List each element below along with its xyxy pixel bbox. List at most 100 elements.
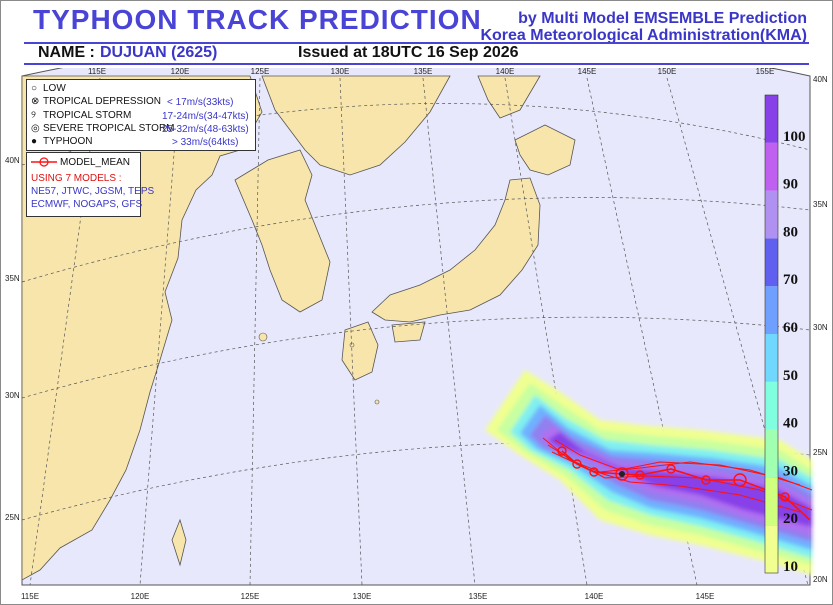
colorbar-segment: [765, 334, 778, 382]
track-point: [557, 446, 567, 456]
name-label: NAME :: [38, 44, 95, 61]
lon-label-bottom: 140E: [585, 592, 604, 601]
typhoon-icon: ●: [31, 136, 38, 147]
legend-row-sts: ◎ SEVERE TROPICAL STORM: [31, 123, 175, 134]
lat-label-right: 40N: [813, 75, 828, 84]
colorbar-segment: [765, 190, 778, 239]
lat-label-right: 30N: [813, 323, 828, 332]
colorbar-segment: [765, 477, 778, 526]
land-island: [349, 342, 355, 348]
model-mean-track: [561, 450, 811, 521]
lon-label-bottom: 145E: [696, 592, 715, 601]
threshold-ts: 17-24m/s(34-47kts): [162, 111, 249, 122]
model-legend: MODEL_MEAN USING 7 MODELS : NE57, JTWC, …: [26, 152, 154, 217]
lon-label-bottom: 115E: [21, 592, 39, 601]
track-point: [572, 459, 582, 469]
lon-label-top: 150E: [658, 68, 677, 76]
source-line-1: by Multi Model EMSEMBLE Prediction: [518, 10, 807, 27]
land-taiwan: [171, 518, 187, 567]
models-line-1: NE57, JTWC, JGSM, TEPS: [31, 186, 155, 197]
lon-label-top: 135E: [414, 68, 433, 76]
tropical-storm-icon: ୨: [31, 110, 36, 121]
lon-label-top: 130E: [331, 68, 350, 76]
land-honshu: [371, 177, 541, 323]
colorbar-segment: [765, 238, 778, 287]
colorbar-tick: 30: [783, 463, 798, 479]
land-island: [258, 332, 268, 342]
colorbar-segment: [765, 525, 778, 573]
model-mean-points: [557, 446, 790, 502]
lon-label-top: 155E: [756, 68, 775, 76]
colorbar-tick: 20: [783, 511, 798, 527]
track-point: [701, 475, 711, 485]
track-point: [635, 470, 645, 480]
track-point: [589, 467, 599, 477]
lon-label-top: 125E: [251, 68, 270, 76]
land-shikoku: [391, 321, 426, 343]
legend-row-td: ⊗ TROPICAL DEPRESSION: [31, 96, 161, 107]
issued-time: Issued at 18UTC 16 Sep 2026: [298, 44, 519, 61]
track-point: [666, 464, 676, 474]
land-russia: [261, 75, 451, 176]
track-point: [615, 467, 629, 481]
model-mean-label: MODEL_MEAN: [60, 157, 131, 168]
lat-label-right: 35N: [813, 200, 828, 209]
header-rule-bottom: [24, 63, 809, 65]
land-island: [374, 399, 380, 405]
colorbar-tick: 60: [783, 320, 798, 336]
intensity-legend: ○ LOW ⊗ TROPICAL DEPRESSION ୨ TROPICAL STOR…: [26, 79, 256, 151]
colorbar-tick: 100: [783, 129, 806, 145]
colorbar-segment: [765, 429, 778, 478]
track-point: [780, 492, 790, 502]
low-icon: ○: [31, 83, 38, 94]
page-title: TYPHOON TRACK PREDICTION: [33, 4, 482, 35]
model-mean-icon: [31, 157, 57, 167]
current-position-icon: [619, 471, 625, 477]
colorbar-tick: 80: [783, 224, 798, 240]
using-models-label: USING 7 MODELS :: [31, 173, 122, 184]
threshold-td: < 17m/s(33kts): [167, 97, 234, 108]
legend-row-low: ○ LOW: [31, 83, 66, 94]
colorbar-outline: [764, 94, 779, 574]
lat-label-left: 40N: [5, 156, 20, 165]
colorbar-tick: 10: [783, 559, 798, 575]
lat-label-left: 25N: [5, 513, 20, 522]
colorbar-tick: 70: [783, 272, 798, 288]
lon-label-bottom: 135E: [469, 592, 488, 601]
source-line-2: Korea Meteorological Administration(KMA): [480, 27, 807, 44]
tropical-depression-icon: ⊗: [31, 96, 40, 107]
severe-tropical-storm-icon: ◎: [31, 123, 40, 134]
coordinate-labels: 115E 120E 125E 130E 135E 140E 145E 150E 155E 115E…: [5, 68, 828, 601]
probability-swath: [485, 370, 812, 575]
legend-row-ts: ୨ TROPICAL STORM: [31, 110, 132, 121]
models-line-2: ECMWF, NOGAPS, GFS: [31, 199, 143, 210]
header-rule-top: [24, 42, 809, 44]
lat-label-right: 25N: [813, 448, 828, 457]
legend-row-ty: ● TYPHOON: [31, 136, 93, 147]
lon-label-top: 120E: [171, 68, 190, 76]
threshold-ty: > 33m/s(64kts): [172, 137, 239, 148]
land-sakhalin: [477, 75, 541, 119]
colorbar-segment: [765, 95, 778, 143]
colorbar-tick: 90: [783, 177, 798, 193]
land-korea: [234, 149, 331, 313]
lon-label-bottom: 120E: [131, 592, 150, 601]
land-hokkaido: [514, 124, 576, 176]
typhoon-name: DUJUAN (2625): [100, 44, 218, 61]
colorbar-tick: 40: [783, 416, 798, 432]
track-point: [733, 473, 747, 487]
lon-label-top: 145E: [578, 68, 597, 76]
colorbar-segment: [765, 286, 778, 334]
colorbar-segment: [765, 142, 778, 191]
lon-label-top: 140E: [496, 68, 515, 76]
colorbar-segment: [765, 381, 778, 430]
lon-label-bottom: 125E: [241, 592, 260, 601]
lon-label-bottom: 130E: [353, 592, 372, 601]
lat-label-left: 30N: [5, 391, 20, 400]
lat-label-right: 20N: [813, 575, 828, 584]
colorbar: 10 20 30 40 50 60 70 80 90 100: [764, 94, 806, 575]
colorbar-tick: 50: [783, 368, 798, 384]
threshold-sts: 25-32m/s(48-63kts): [162, 124, 249, 135]
lon-label-top: 115E: [88, 68, 106, 76]
lat-label-left: 35N: [5, 274, 20, 283]
